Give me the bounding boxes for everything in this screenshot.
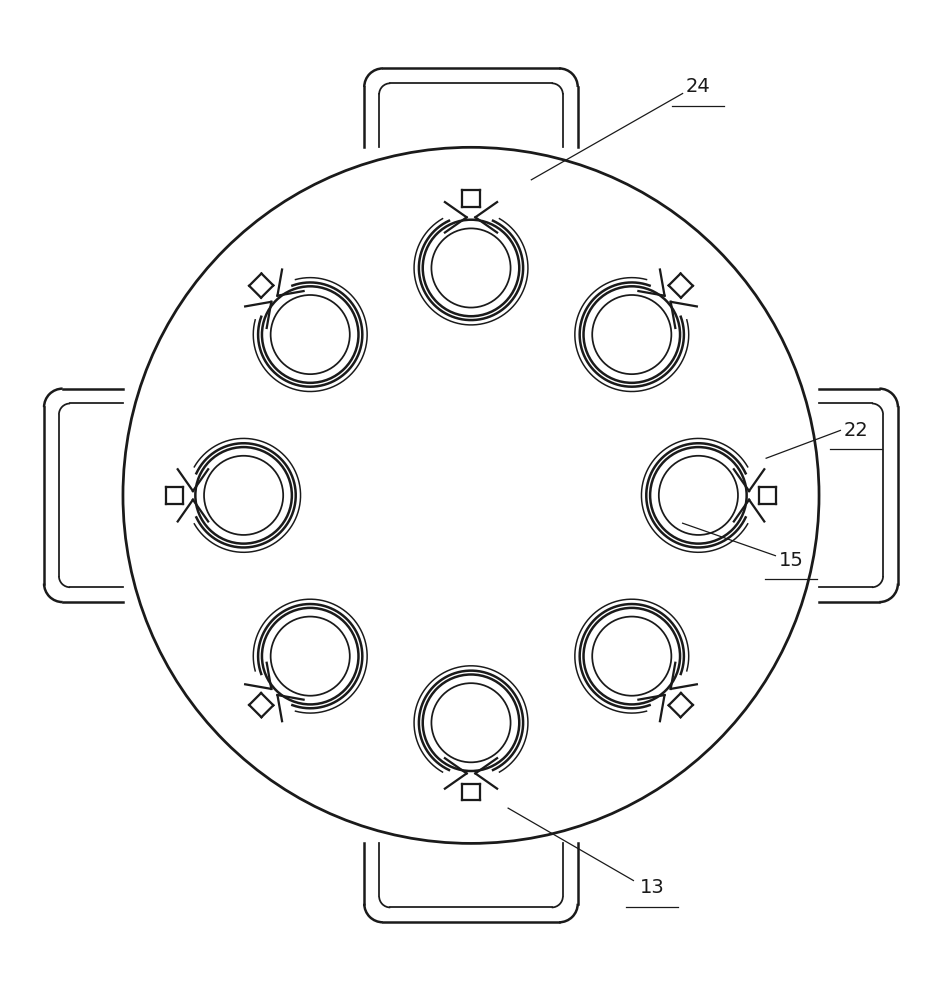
Circle shape [650, 447, 747, 544]
Circle shape [593, 295, 672, 374]
Circle shape [431, 228, 511, 308]
Circle shape [593, 617, 672, 696]
Circle shape [431, 683, 511, 762]
Circle shape [204, 456, 284, 535]
Text: 24: 24 [686, 77, 711, 96]
Circle shape [583, 286, 680, 383]
Text: 22: 22 [844, 421, 869, 440]
Circle shape [270, 295, 349, 374]
Circle shape [262, 608, 359, 704]
Text: 13: 13 [640, 878, 664, 897]
Circle shape [583, 608, 680, 704]
Circle shape [270, 617, 349, 696]
Circle shape [262, 286, 359, 383]
Circle shape [658, 456, 738, 535]
Text: 15: 15 [779, 551, 804, 570]
Circle shape [423, 220, 519, 316]
Circle shape [423, 674, 519, 771]
Circle shape [195, 447, 292, 544]
Circle shape [123, 147, 819, 843]
